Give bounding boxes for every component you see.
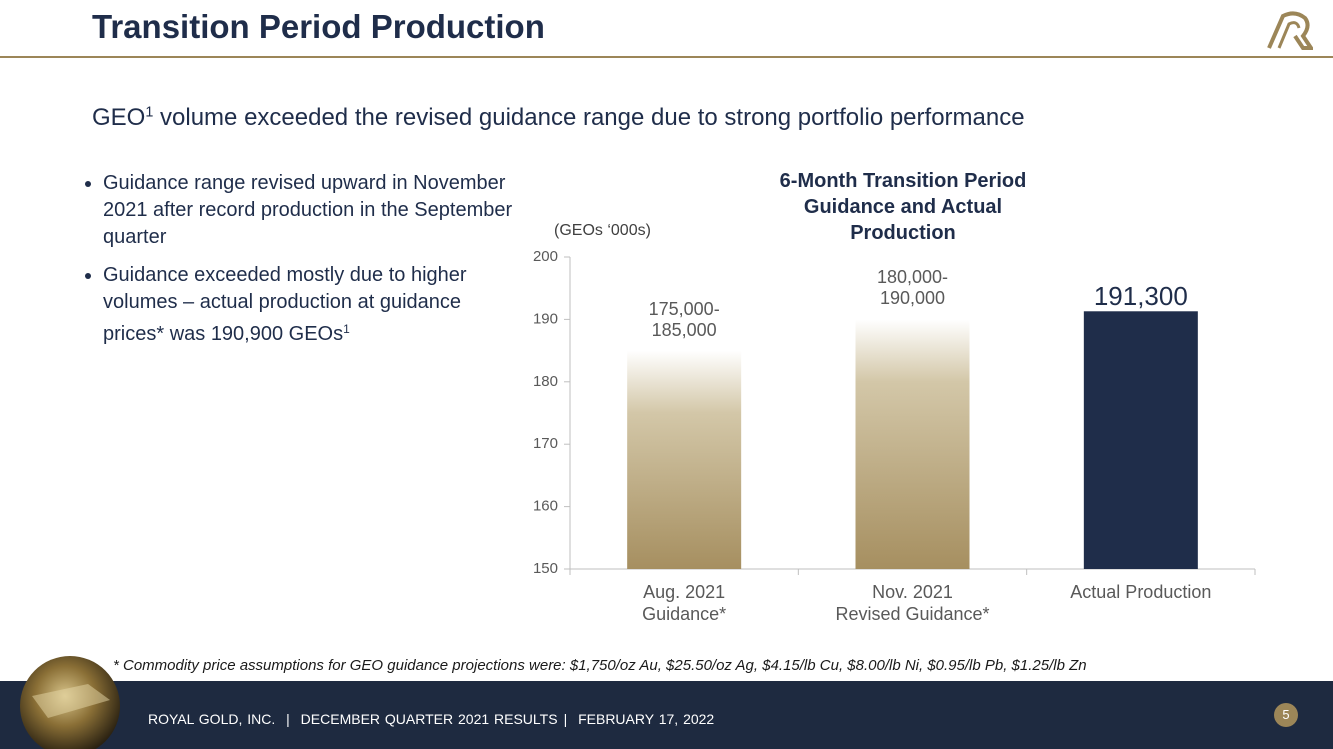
- event: DECEMBER QUARTER 2021 RESULTS: [300, 711, 558, 727]
- value-label: 180,000-190,000: [876, 267, 949, 309]
- x-tick-label-line: Actual Production: [1070, 582, 1212, 602]
- y-tick-label: 170: [533, 435, 558, 452]
- superscript: 1: [145, 104, 154, 121]
- y-tick-label: 200: [533, 248, 558, 265]
- headline: GEO1 volume exceeded the revised guidanc…: [92, 104, 1025, 132]
- y-tick-label: 190: [533, 310, 558, 327]
- date: FEBRUARY 17, 2022: [578, 711, 715, 727]
- company: ROYAL GOLD, INC.: [148, 711, 276, 727]
- bullet: Guidance exceeded mostly due to higher v…: [103, 262, 523, 348]
- separator: |: [563, 711, 568, 727]
- y-axis-label: (GEOs ‘000s): [554, 222, 651, 239]
- value-label: 191,300: [1093, 281, 1188, 312]
- logo: [1267, 11, 1313, 50]
- headline-text: GEO: [92, 104, 146, 131]
- footer: [0, 681, 1333, 749]
- x-tick-label-line: Revised Guidance*: [835, 604, 990, 624]
- bar: [627, 350, 742, 569]
- bullet-text: Guidance range revised upward in Novembe…: [103, 172, 513, 248]
- headline-text: volume exceeded the revised guidance ran…: [153, 104, 1025, 131]
- header-rule: [0, 56, 1333, 58]
- footnote: * Commodity price assumptions for GEO gu…: [113, 657, 1087, 674]
- separator: |: [286, 711, 290, 727]
- bullet: Guidance range revised upward in Novembe…: [103, 170, 523, 251]
- bar: [855, 319, 970, 569]
- footer-text: ROYAL GOLD, INC. | DECEMBER QUARTER 2021…: [148, 711, 720, 727]
- bullet-list: Guidance range revised upward in Novembe…: [78, 170, 523, 359]
- y-tick-label: 150: [533, 560, 558, 577]
- y-tick-label: 180: [533, 373, 558, 390]
- page-number: 5: [1274, 703, 1298, 727]
- bar: [1083, 311, 1198, 569]
- value-label: 175,000-185,000: [648, 298, 720, 340]
- x-tick-label: Nov. 2021 Revised Guidance*: [813, 581, 1013, 625]
- x-tick-label: Aug. 2021 Guidance*: [584, 581, 784, 625]
- bullet-text: Guidance exceeded mostly due to higher v…: [103, 264, 467, 346]
- x-tick-label-line: Aug. 2021: [643, 582, 726, 602]
- x-tick-label-line: Nov. 2021: [872, 582, 953, 602]
- chart: 150 160 170 180 190 200: [533, 248, 1256, 577]
- y-tick-label: 160: [533, 498, 558, 515]
- coin-image: [20, 656, 120, 749]
- x-tick-label-line: Guidance*: [642, 604, 727, 624]
- chart-title: 6-Month Transition Period Guidance and A…: [779, 170, 1027, 244]
- slide-title: Transition Period Production: [92, 8, 545, 45]
- superscript: 1: [343, 322, 350, 336]
- x-tick-label: Actual Production: [1041, 581, 1241, 603]
